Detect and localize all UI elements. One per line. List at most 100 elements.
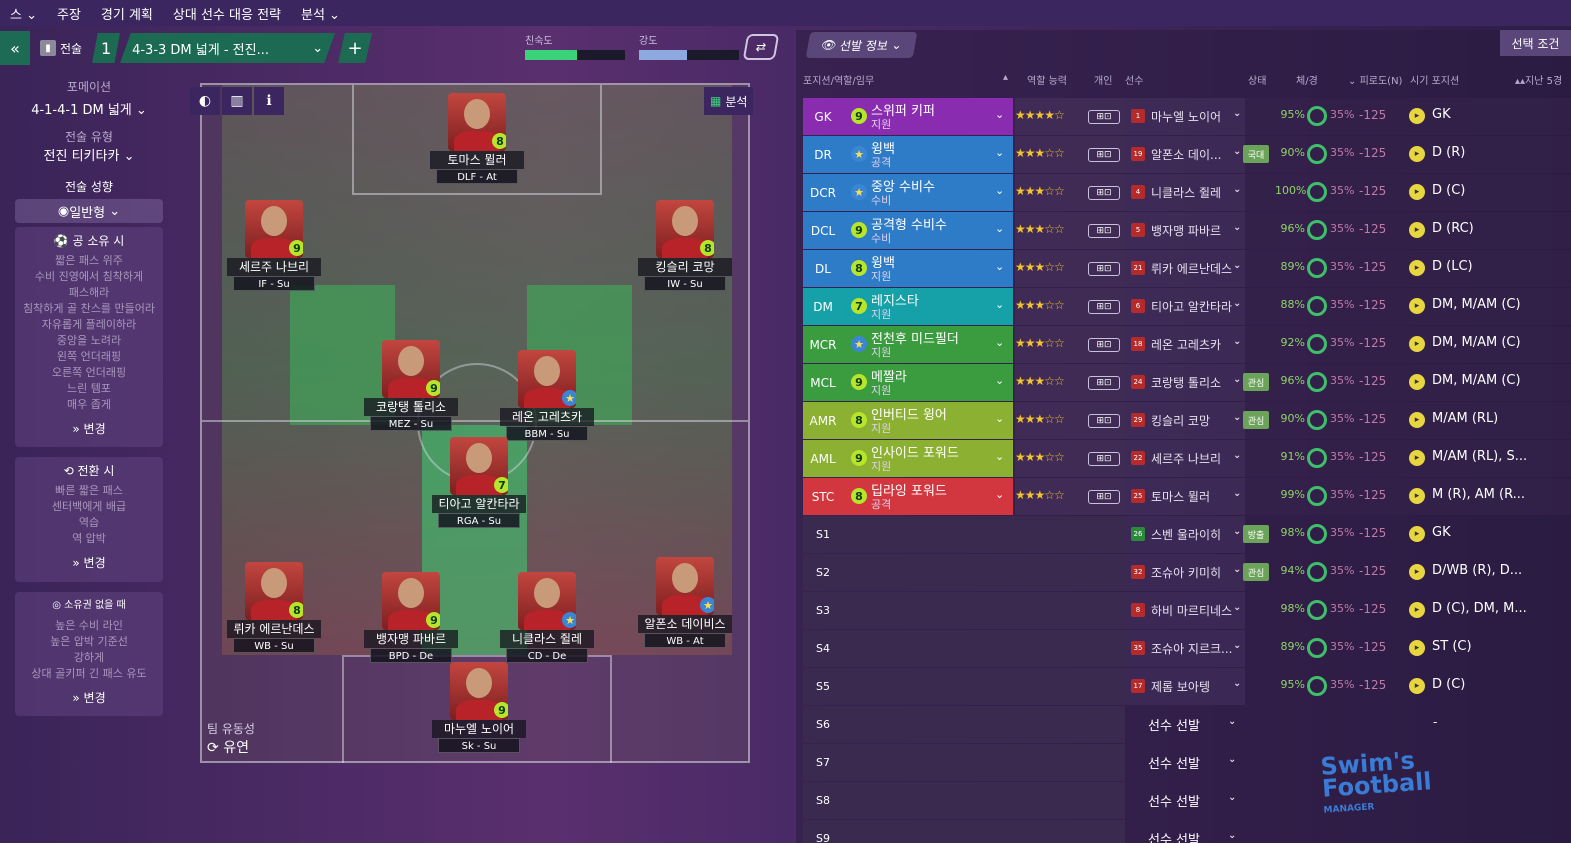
individual-instructions-icon[interactable]: ⊞⊡ — [1088, 110, 1120, 124]
change-transition-button[interactable]: » 변경 — [72, 556, 106, 570]
player-selector[interactable]: 18 레온 고레츠카 ⌄ — [1125, 326, 1245, 363]
player-role-dropdown[interactable]: MEZ - Su — [370, 416, 452, 431]
role-selector[interactable]: 8 인버티드 윙어 지원 ⌄ — [843, 402, 1013, 439]
player-card[interactable]: 8 토마스 뮐러 DLF - At — [422, 93, 532, 184]
lineup-row[interactable]: DM 7 레지스타 지원 ⌄ ★★★☆☆ ⊞⊡ 6 티아고 알칸타라 ⌄ 88% 35% -125 ▸ DM… — [803, 288, 1571, 325]
empty-sub-row[interactable]: S6 선수 선발 ⌄ - — [803, 706, 1571, 743]
player-name[interactable]: 알폰소 데이비스 — [638, 615, 732, 633]
lineup-row[interactable]: DR ★ 윙백 공격 ⌄ ★★★☆☆ ⊞⊡ 19 알폰소 데이... ⌄ 국대 90% 35% -125 ▸… — [803, 136, 1571, 173]
lineup-row[interactable]: STC 8 딥라잉 포워드 공격 ⌄ ★★★☆☆ ⊞⊡ 25 토마스 뮐러 ⌄ 99% 35% -125… — [803, 478, 1571, 515]
individual-instructions-icon[interactable]: ⊞⊡ — [1088, 376, 1120, 390]
player-card[interactable]: 8 킹슬리 코망 IW - Su — [630, 200, 740, 291]
header-fatigue[interactable]: ⌄ 피로도(N) — [1348, 76, 1403, 87]
player-name[interactable]: 뱅자맹 파바르 — [364, 630, 458, 648]
player-name[interactable]: 킹슬리 코망 — [638, 258, 732, 276]
tactics-label-group[interactable]: ▮ 전술 — [40, 33, 82, 63]
change-in-possession-button[interactable]: » 변경 — [72, 422, 106, 436]
style-dropdown[interactable]: 전진 티키타카 ⌄ — [43, 149, 135, 164]
header-player[interactable]: 선수 — [1125, 76, 1144, 87]
player-name[interactable]: 마누엘 노이어 — [432, 720, 526, 738]
header-status[interactable]: 상태 — [1248, 76, 1267, 87]
player-selector[interactable]: 8 하비 마르티네스 ⌄ — [1125, 592, 1245, 629]
header-position[interactable]: 포지션/역할/임무 — [803, 76, 875, 87]
player-name[interactable]: 코랑탱 톨리소 — [364, 398, 458, 416]
player-card[interactable]: 7 티아고 알칸타라 RGA - Su — [424, 437, 534, 528]
selection-condition-button[interactable]: 선택 조건 — [1500, 30, 1571, 56]
player-selector[interactable]: 17 제롬 보아텡 ⌄ — [1125, 668, 1245, 705]
player-selector[interactable]: 24 코랑탱 톨리소 ⌄ — [1125, 364, 1245, 401]
role-selector[interactable]: 7 레지스타 지원 ⌄ — [843, 288, 1013, 325]
player-role-dropdown[interactable]: RGA - Su — [438, 513, 520, 528]
sub-row[interactable]: S1 26 스벤 울라이히 ⌄ 방출 98% 35% -125 ▸ GK — [803, 516, 1571, 553]
lineup-row[interactable]: DL 8 윙백 지원 ⌄ ★★★☆☆ ⊞⊡ 21 뤼카 에르난데스 ⌄ 89% 35% -125 ▸ D (… — [803, 250, 1571, 287]
lineup-row[interactable]: AML 9 인사이드 포워드 지원 ⌄ ★★★☆☆ ⊞⊡ 22 세르주 나브리 ⌄ 91% 35% -1… — [803, 440, 1571, 477]
header-ability[interactable]: 역할 능력 — [1027, 76, 1067, 87]
player-card[interactable]: ★ 레온 고레츠카 BBM - Su — [492, 350, 602, 441]
player-card[interactable]: 9 세르주 나브리 IF - Su — [219, 200, 329, 291]
add-tactic-button[interactable]: + — [338, 33, 373, 63]
header-last[interactable]: ▴▴지난 5경 — [1515, 76, 1563, 87]
player-name[interactable]: 티아고 알칸타라 — [432, 495, 526, 513]
sub-row[interactable]: S5 17 제롬 보아텡 ⌄ 95% 35% -125 ▸ D (C) — [803, 668, 1571, 705]
header-natural[interactable]: 시기 포지션 — [1410, 76, 1460, 87]
player-role-dropdown[interactable]: BBM - Su — [506, 426, 588, 441]
individual-instructions-icon[interactable]: ⊞⊡ — [1088, 186, 1120, 200]
player-card[interactable]: 8 뤼카 에르난데스 WB - Su — [219, 562, 329, 653]
mentality-dropdown[interactable]: ◉ 일반형 ⌄ — [15, 199, 163, 223]
player-selector[interactable]: 1 마누엘 노이어 ⌄ — [1125, 98, 1245, 135]
player-role-dropdown[interactable]: WB - At — [644, 633, 726, 648]
change-out-possession-button[interactable]: » 변경 — [72, 691, 106, 705]
back-button[interactable]: « — [0, 31, 30, 65]
menu-item[interactable]: 주장 — [57, 7, 81, 23]
lineup-row[interactable]: MCR ★ 전천후 미드필더 지원 ⌄ ★★★☆☆ ⊞⊡ 18 레온 고레츠카 ⌄ 92% 35% -1… — [803, 326, 1571, 363]
player-role-dropdown[interactable]: BPD - De — [370, 648, 452, 663]
player-card[interactable]: ★ 알폰소 데이비스 WB - At — [630, 557, 740, 648]
sub-row[interactable]: S4 35 조슈아 지르크... ⌄ 89% 35% -125 ▸ ST (C) — [803, 630, 1571, 667]
player-role-dropdown[interactable]: IF - Su — [233, 276, 315, 291]
player-role-dropdown[interactable]: IW - Su — [644, 276, 726, 291]
player-role-dropdown[interactable]: DLF - At — [436, 169, 518, 184]
select-player-dropdown[interactable]: 선수 선발 — [1148, 795, 1200, 810]
header-individual[interactable]: 개인 — [1094, 76, 1113, 87]
lineup-row[interactable]: DCR ★ 중앙 수비수 수비 ⌄ ★★★☆☆ ⊞⊡ 4 니클라스 쥘레 ⌄ 100% 35% -125… — [803, 174, 1571, 211]
tactic-name-dropdown[interactable]: 4-3-3 DM 넓게 - 전진... ⌄ — [120, 33, 336, 63]
individual-instructions-icon[interactable]: ⊞⊡ — [1088, 414, 1120, 428]
swap-icon[interactable]: ⇄ — [742, 34, 780, 60]
role-selector[interactable]: ★ 중앙 수비수 수비 ⌄ — [843, 174, 1013, 211]
player-card[interactable]: ★ 니클라스 쥘레 CD - De — [492, 572, 602, 663]
team-fluidity[interactable]: 팀 유동성 ⟳ 유연 — [207, 720, 255, 757]
lineup-row[interactable]: MCL 9 메짤라 지원 ⌄ ★★★☆☆ ⊞⊡ 24 코랑탱 톨리소 ⌄ 관심 96% 35% -125 ▸… — [803, 364, 1571, 401]
player-selector[interactable]: 5 뱅자맹 파바르 ⌄ — [1125, 212, 1245, 249]
info-icon[interactable]: ℹ — [254, 87, 284, 115]
player-selector[interactable]: 6 티아고 알칸타라 ⌄ — [1125, 288, 1245, 325]
empty-sub-row[interactable]: S7 선수 선발 ⌄ — [803, 744, 1571, 781]
empty-sub-row[interactable]: S9 선수 선발 ⌄ — [803, 820, 1571, 843]
role-selector[interactable]: 8 윙백 지원 ⌄ — [843, 250, 1013, 287]
lineup-row[interactable]: DCL 9 공격형 수비수 수비 ⌄ ★★★☆☆ ⊞⊡ 5 뱅자맹 파바르 ⌄ 96% 35% -125… — [803, 212, 1571, 249]
sub-row[interactable]: S2 32 조슈아 키미히 ⌄ 관심 94% 35% -125 ▸ D/WB (R), D... — [803, 554, 1571, 591]
player-name[interactable]: 토마스 뮐러 — [430, 151, 524, 169]
player-role-dropdown[interactable]: CD - De — [506, 648, 588, 663]
contrast-icon[interactable]: ◐ — [190, 87, 220, 115]
role-selector[interactable]: ★ 전천후 미드필더 지원 ⌄ — [843, 326, 1013, 363]
player-name[interactable]: 레온 고레츠카 — [500, 408, 594, 426]
role-selector[interactable]: 9 공격형 수비수 수비 ⌄ — [843, 212, 1013, 249]
player-selector[interactable]: 35 조슈아 지르크... ⌄ — [1125, 630, 1245, 667]
individual-instructions-icon[interactable]: ⊞⊡ — [1088, 300, 1120, 314]
menu-item[interactable]: 스 ⌄ — [10, 7, 37, 23]
role-selector[interactable]: 9 인사이드 포워드 지원 ⌄ — [843, 440, 1013, 477]
menu-item[interactable]: 경기 계획 — [100, 7, 153, 23]
player-selector[interactable]: 26 스벤 울라이히 ⌄ — [1125, 516, 1245, 553]
player-card[interactable]: 9 뱅자맹 파바르 BPD - De — [356, 572, 466, 663]
analysis-button[interactable]: ▦ 분석 — [704, 87, 754, 115]
select-player-dropdown[interactable]: 선수 선발 — [1148, 833, 1200, 843]
individual-instructions-icon[interactable]: ⊞⊡ — [1088, 224, 1120, 238]
tactic-slot-number[interactable]: 1 — [92, 33, 121, 63]
empty-sub-row[interactable]: S8 선수 선발 ⌄ — [803, 782, 1571, 819]
player-selector[interactable]: 19 알폰소 데이... ⌄ — [1125, 136, 1245, 173]
player-role-dropdown[interactable]: Sk - Su — [438, 738, 520, 753]
select-player-dropdown[interactable]: 선수 선발 — [1148, 757, 1200, 772]
player-selector[interactable]: 32 조슈아 키미히 ⌄ — [1125, 554, 1245, 591]
menu-item[interactable]: 상대 선수 대응 전략 — [172, 7, 281, 23]
role-selector[interactable]: ★ 윙백 공격 ⌄ — [843, 136, 1013, 173]
